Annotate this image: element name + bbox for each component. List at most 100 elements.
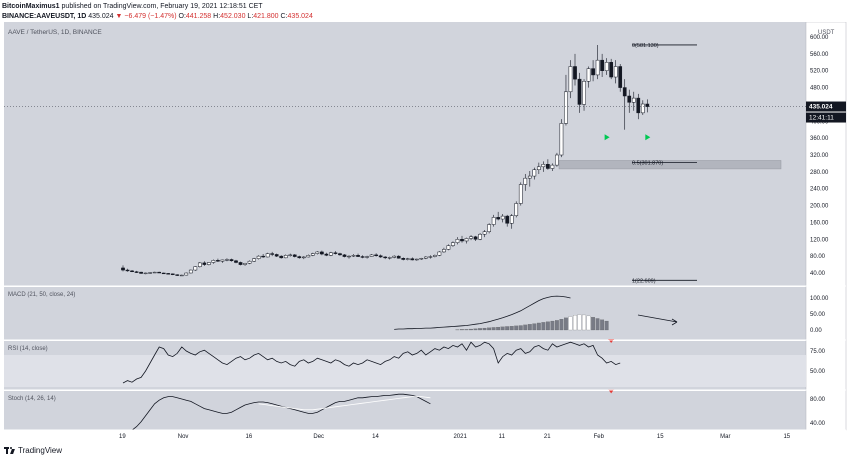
- price-change: −6.479 (−1.47%): [124, 13, 177, 20]
- candle-body: [238, 262, 243, 265]
- candle-body: [464, 238, 469, 242]
- macd-histogram-bar: [496, 327, 501, 331]
- macd-histogram-bar: [460, 329, 464, 331]
- candle-body: [211, 260, 216, 263]
- candle-body: [527, 175, 532, 179]
- macd-trend-line: [637, 314, 678, 323]
- macd-histogram-bar: [505, 326, 510, 331]
- macd-histogram-bar: [595, 318, 600, 331]
- candle-body: [536, 166, 541, 171]
- candle-body: [640, 103, 645, 114]
- candle-body: [252, 258, 256, 262]
- low-value: 421.800: [253, 13, 279, 20]
- macd-histogram-bar: [469, 328, 473, 331]
- macd-histogram-bar: [487, 327, 492, 331]
- rsi-title: RSI (14, close): [8, 346, 48, 352]
- candle-body: [369, 254, 374, 257]
- candle-body: [455, 239, 460, 243]
- candle-body: [383, 256, 388, 259]
- macd-histogram-bar: [545, 321, 550, 331]
- tradingview-logo-icon: [4, 447, 15, 454]
- candle-body: [333, 252, 338, 254]
- candle-body: [157, 271, 162, 274]
- publish-info: published on TradingView.com, February 1…: [61, 3, 263, 10]
- candle-body: [573, 66, 577, 80]
- macd-line: [394, 295, 571, 330]
- candle-body: [491, 217, 496, 225]
- candle-body: [283, 255, 288, 259]
- price-axis: [805, 22, 847, 431]
- fib-level-label: 1(22.609): [632, 278, 656, 284]
- candle-body: [442, 249, 446, 253]
- candle-body: [184, 272, 189, 276]
- candle-body: [482, 231, 487, 235]
- candle-body: [139, 271, 143, 274]
- candle-body: [229, 259, 234, 262]
- candle-body: [514, 203, 519, 216]
- time-tick-label: Dec: [313, 434, 324, 440]
- macd-histogram-bar: [514, 325, 519, 331]
- candle-body: [306, 255, 311, 258]
- stoch-d-line: [258, 396, 431, 411]
- footer-brand[interactable]: TradingView: [18, 446, 63, 455]
- macd-tick-label: 100.00: [810, 296, 829, 302]
- candle-body: [469, 236, 473, 239]
- price-tick-label: 520.00: [810, 69, 829, 75]
- symbol-label: BINANCE:AAVEUSDT, 1D: [2, 13, 87, 20]
- macd-histogram-bar: [518, 325, 523, 331]
- candle-body: [419, 258, 424, 260]
- candle-body: [609, 62, 614, 78]
- candle-body: [622, 87, 627, 97]
- candle-body: [600, 59, 604, 71]
- fib-level-label: 0(581.130): [632, 43, 659, 49]
- candle-body: [166, 273, 171, 275]
- candle-body: [613, 66, 618, 78]
- price-unit: USDT: [818, 30, 835, 36]
- macd-histogram-bar: [509, 326, 514, 331]
- time-tick-label: Mar: [720, 434, 730, 440]
- candle-body: [451, 242, 455, 246]
- time-tick-label: 11: [499, 434, 506, 440]
- open-value: 441.258: [185, 13, 212, 20]
- candle-body: [360, 256, 365, 258]
- price-tick-label: 240.00: [810, 187, 829, 193]
- candle-body: [532, 169, 537, 177]
- chart-title: AAVE / TetherUS, 1D, BINANCE: [8, 29, 102, 36]
- close-value: 435.024: [287, 13, 313, 20]
- time-tick-label: 14: [372, 434, 379, 440]
- candle-body: [645, 103, 650, 107]
- support-zone: [558, 160, 782, 170]
- macd-histogram-bar: [573, 315, 577, 331]
- candle-body: [125, 269, 130, 272]
- candle-body: [505, 215, 510, 224]
- candle-body: [265, 253, 270, 258]
- candle-body: [564, 91, 568, 124]
- candle-body: [279, 255, 284, 259]
- candle-body: [270, 253, 275, 255]
- macd-histogram-bar: [591, 317, 595, 331]
- price-tick-label: 160.00: [810, 220, 829, 226]
- chart-canvas[interactable]: AAVE / TetherUS, 1D, BINANCE USDT MACD (21…: [0, 22, 850, 444]
- candle-body: [401, 258, 406, 260]
- macd-histogram-bar: [523, 324, 528, 331]
- time-tick-label: 21: [544, 434, 551, 440]
- macd-histogram-bar: [532, 323, 537, 331]
- macd-histogram-bar: [604, 320, 609, 331]
- price-tick-label: 80.00: [810, 254, 826, 260]
- high-value: 452.030: [220, 13, 246, 20]
- candle-body: [256, 255, 261, 259]
- time-tick-label: 15: [657, 434, 664, 440]
- candle-body: [216, 260, 220, 262]
- macd-histogram-bar: [586, 315, 591, 331]
- price-tick-label: 120.00: [810, 237, 829, 243]
- close-label: C:: [280, 13, 288, 20]
- author-name[interactable]: BitcoinMaximus1: [2, 3, 60, 10]
- candle-body: [193, 266, 198, 271]
- candle-body: [460, 239, 464, 242]
- stoch-k-line: [122, 393, 431, 436]
- candle-body: [396, 255, 401, 259]
- low-label: L:: [247, 13, 254, 20]
- candle-body: [134, 271, 139, 273]
- price-badge-bg: [806, 101, 846, 112]
- open-label: O:: [178, 13, 186, 20]
